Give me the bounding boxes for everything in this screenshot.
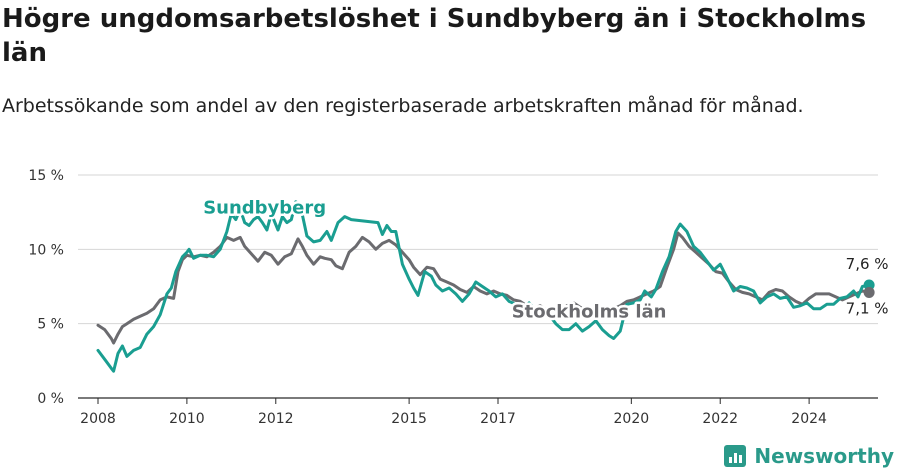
brand-name: Newsworthy <box>754 444 894 468</box>
series-labels: 7,6 % Sundbyberg 7,1 % Stockholms län <box>201 195 889 325</box>
x-tick-label: 2012 <box>258 411 294 427</box>
x-tick-label: 2024 <box>791 411 827 427</box>
end-value-label-sundbyberg: 7,6 % <box>846 255 889 273</box>
x-tick-label: 2022 <box>702 411 738 427</box>
x-tick-label: 2017 <box>480 411 516 427</box>
series-name-label-sundbyberg: Sundbyberg <box>203 198 326 219</box>
y-tick-label: 5 % <box>37 317 64 333</box>
end-value-label-stockholms-lan: 7,1 % <box>846 299 889 317</box>
y-tick-label: 0 % <box>37 391 64 407</box>
x-tick-label: 2015 <box>391 411 427 427</box>
gridlines <box>78 174 878 325</box>
y-axis: 0 % 5 % 10 % 15 % <box>28 168 64 407</box>
brand-logo: Newsworthy <box>724 444 894 468</box>
series-name-label-stockholms-lan: Stockholms län <box>512 302 667 323</box>
series-line-sundbyberg <box>96 200 871 373</box>
end-point-stockholms-lan <box>863 286 875 298</box>
x-tick-label: 2010 <box>169 411 205 427</box>
newsworthy-logo-icon <box>724 445 747 467</box>
chart-title: Högre ungdomsarbetslöshet i Sundbyberg ä… <box>2 4 867 68</box>
x-tick-label: 2008 <box>80 411 116 427</box>
y-tick-label: 15 % <box>28 168 64 184</box>
y-tick-label: 10 % <box>28 242 64 258</box>
x-tick-label: 2020 <box>614 411 650 427</box>
series-lines <box>96 200 871 373</box>
chart-subtitle: Arbetssökande som andel av den registerb… <box>2 95 804 117</box>
x-axis: 2008 2010 2012 2015 2017 2020 2022 2024 <box>80 398 827 427</box>
